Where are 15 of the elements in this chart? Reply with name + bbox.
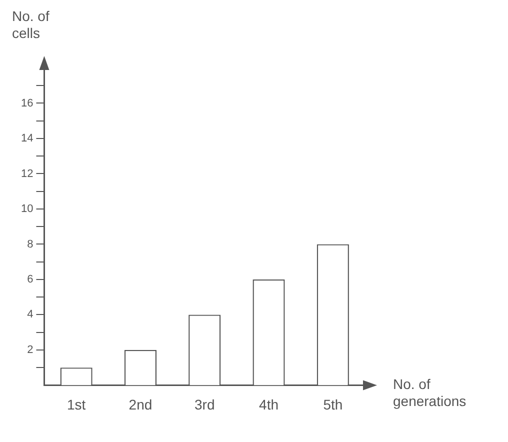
y-axis-title: No. of cells bbox=[12, 8, 50, 42]
y-tick-label: 2 bbox=[27, 344, 34, 356]
x-tick-label: 2nd bbox=[128, 396, 152, 412]
x-tick-label: 4th bbox=[259, 396, 279, 412]
x-tick-label: 3rd bbox=[194, 396, 215, 412]
y-tick-label: 12 bbox=[20, 168, 34, 180]
y-tick-label: 16 bbox=[20, 97, 34, 110]
x-axis-title: No. of generations bbox=[393, 376, 468, 410]
y-tick-label: 10 bbox=[20, 203, 34, 216]
y-tick-label: 14 bbox=[20, 132, 34, 145]
x-tick-label: 5th bbox=[323, 396, 343, 412]
x-tick-label: 1st bbox=[66, 396, 86, 412]
y-tick-label: 6 bbox=[27, 274, 34, 286]
y-tick-label: 4 bbox=[27, 308, 34, 321]
y-tick-label: 8 bbox=[27, 238, 34, 250]
